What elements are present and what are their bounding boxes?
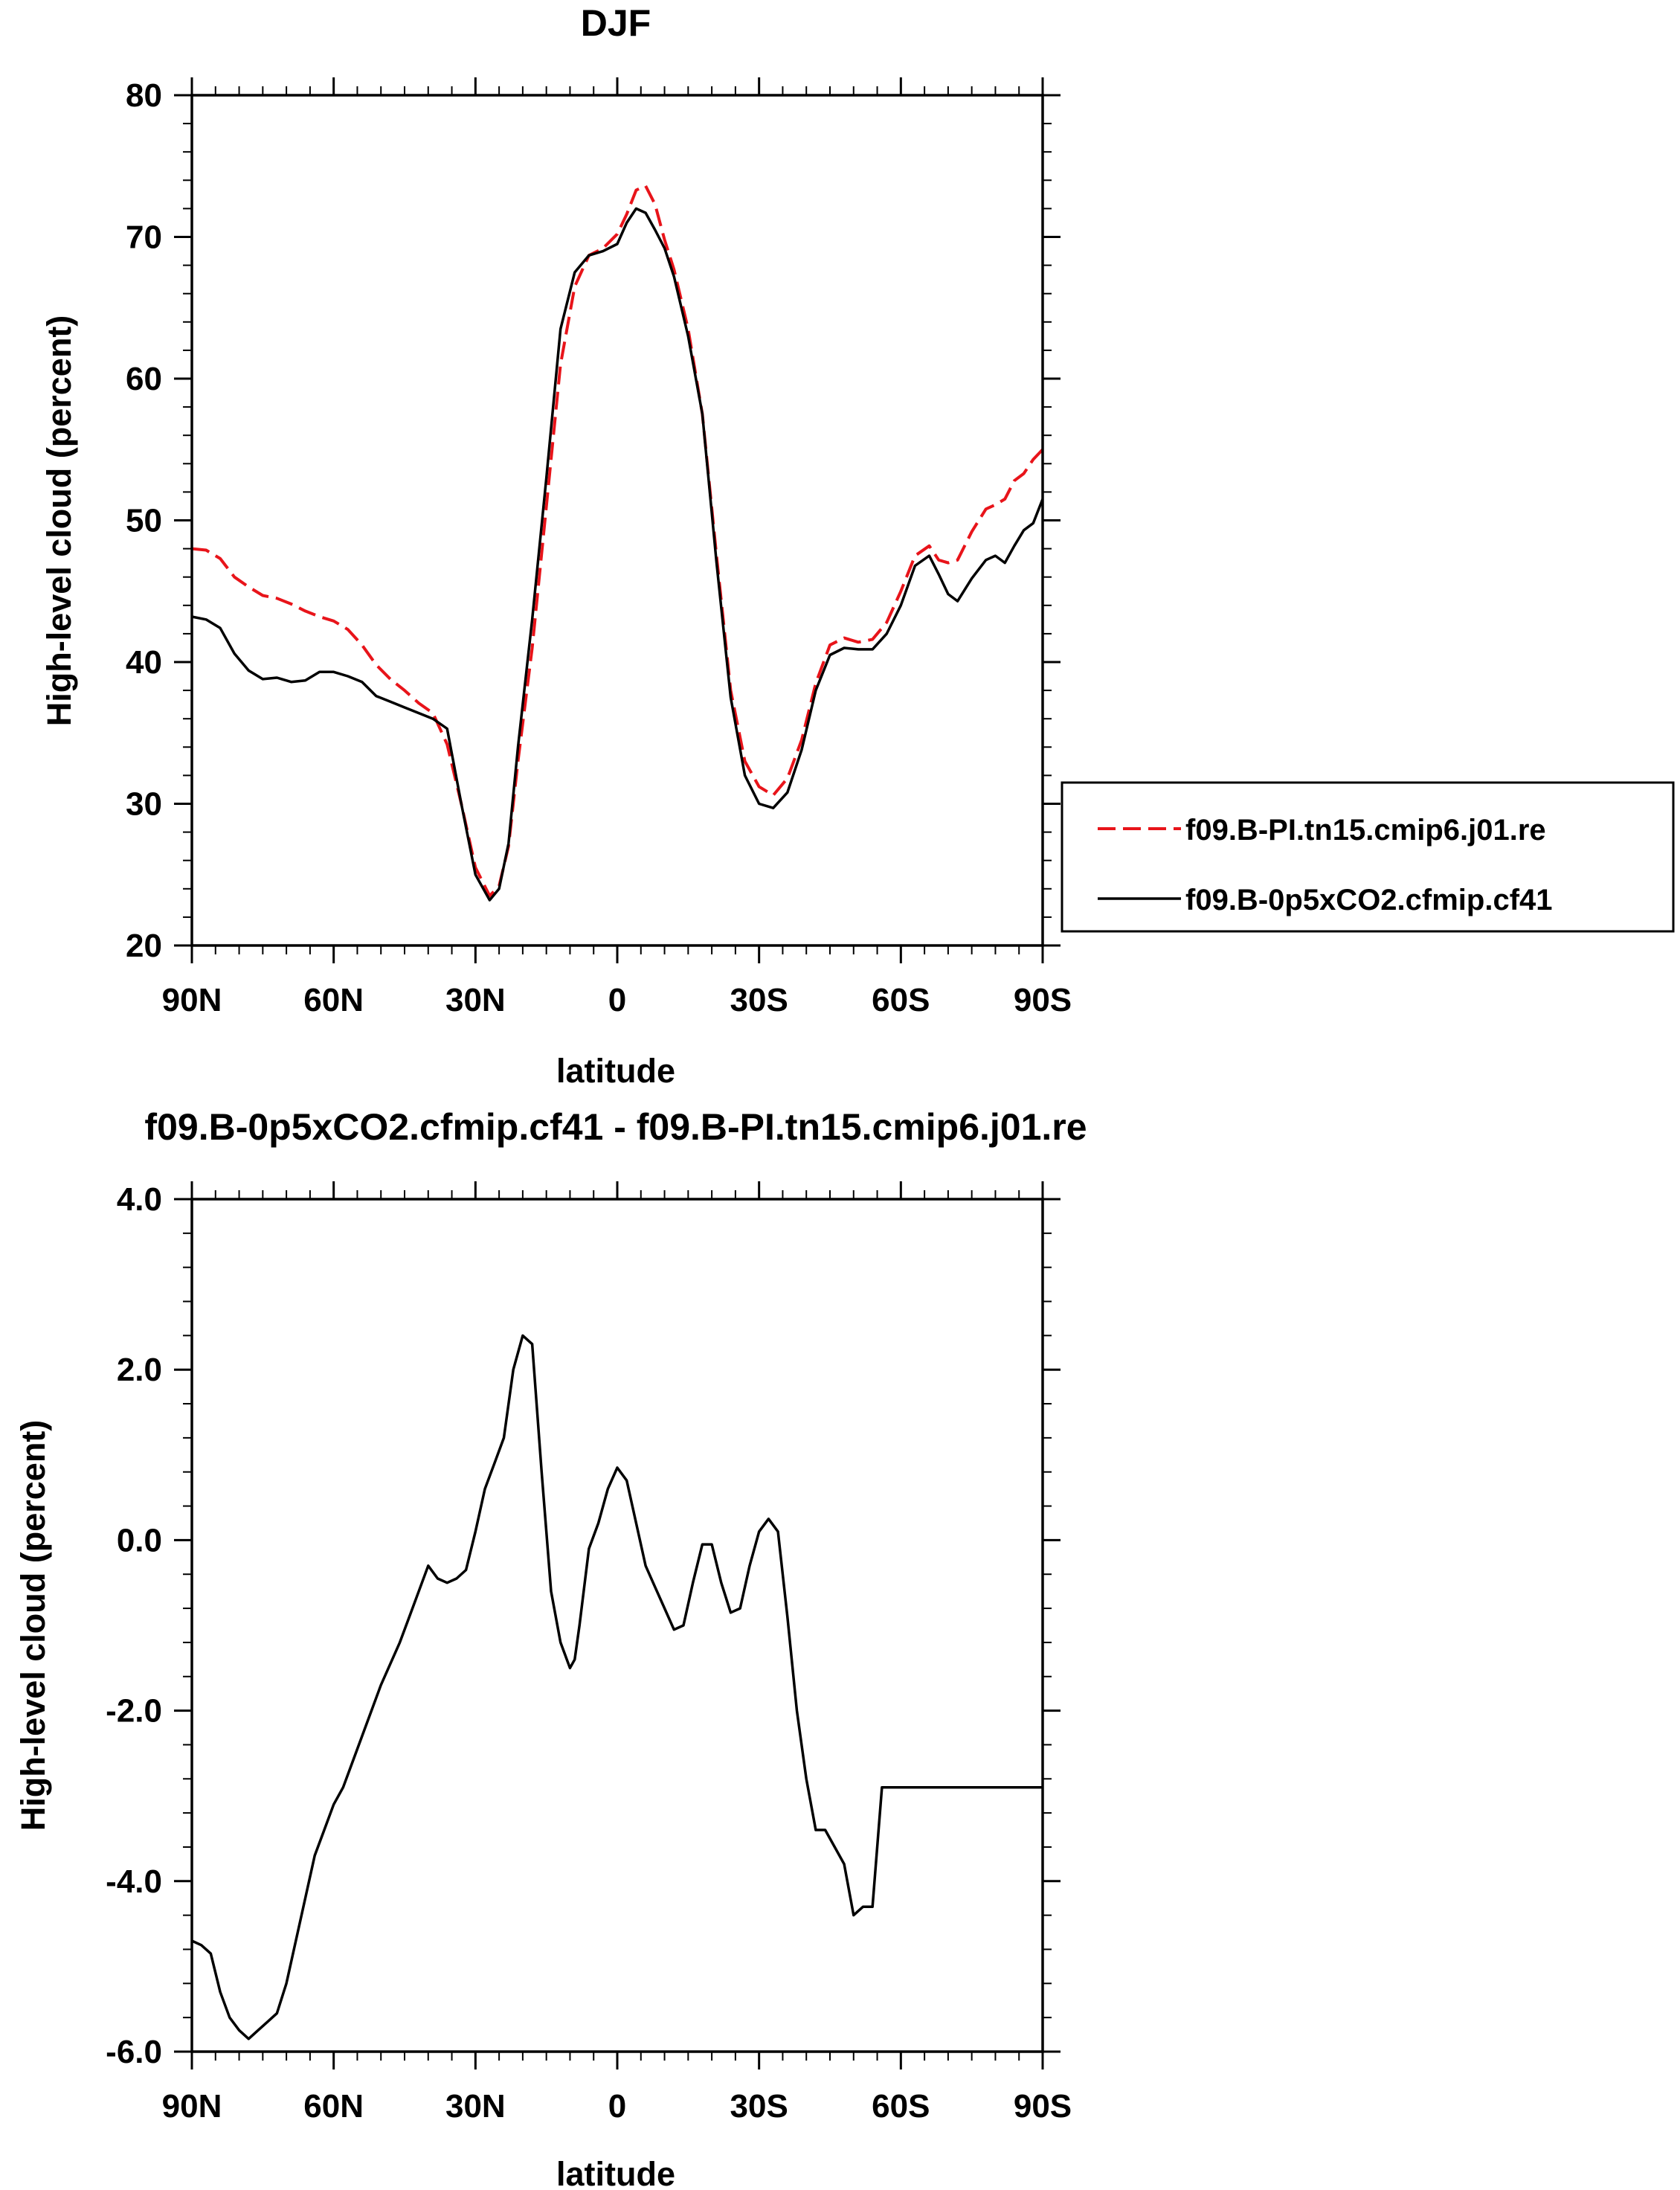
top-x-tick-label: 90S — [1014, 982, 1072, 1018]
top-y-tick-label: 70 — [126, 219, 162, 256]
bottom-y-axis-label: High-level cloud (percent) — [14, 1420, 52, 1831]
top-y-tick-label: 50 — [126, 503, 162, 539]
bottom-x-tick-label: 90N — [162, 2088, 222, 2125]
bottom-y-tick-label: -6.0 — [106, 2034, 162, 2070]
top-y-axis-label: High-level cloud (percent) — [40, 315, 78, 727]
bottom-y-tick-label: -4.0 — [106, 1863, 162, 1900]
top-y-tick-label: 20 — [126, 928, 162, 964]
bottom-x-tick-labels: 90N 60N 30N 0 30S 60S 90S — [162, 2088, 1072, 2125]
top-y-tick-label: 30 — [126, 786, 162, 823]
top-ticks — [174, 77, 1061, 963]
bottom-x-tick-label: 30S — [730, 2088, 788, 2125]
legend: f09.B-PI.tn15.cmip6.j01.re f09.B-0p5xCO2… — [1061, 781, 1675, 933]
bottom-chart-title: f09.B-0p5xCO2.cfmip.cf41 - f09.B-PI.tn15… — [144, 1106, 1087, 1148]
legend-box — [1061, 781, 1675, 933]
top-x-tick-label: 60S — [872, 982, 930, 1018]
top-y-tick-label: 60 — [126, 361, 162, 397]
bottom-y-tick-labels: -6.0 -4.0 -2.0 0.0 2.0 4.0 — [106, 1181, 162, 2070]
top-series-line-0 — [191, 184, 1044, 898]
top-series-lines — [191, 184, 1044, 902]
top-x-tick-label: 30N — [445, 982, 506, 1018]
top-y-tick-labels: 20 30 40 50 60 70 80 — [126, 77, 162, 964]
top-chart-title: DJF — [581, 2, 651, 44]
bottom-panel: f09.B-0p5xCO2.cfmip.cf41 - f09.B-PI.tn15… — [14, 1106, 1087, 2190]
bottom-series-lines — [191, 1334, 1043, 2040]
bottom-x-tick-label: 30N — [445, 2088, 506, 2125]
top-y-tick-label: 40 — [126, 644, 162, 681]
top-panel: DJF 20 30 40 50 60 70 80 90N 60N 30N 0 30S 60S 90S l… — [40, 2, 1072, 1090]
top-plot-frame — [190, 94, 1044, 947]
bottom-y-tick-label: 0.0 — [117, 1522, 162, 1558]
top-x-tick-label: 90N — [162, 982, 222, 1018]
top-x-tick-label: 0 — [608, 982, 626, 1018]
bottom-ticks — [174, 1181, 1061, 2069]
bottom-y-tick-label: 4.0 — [117, 1181, 162, 1218]
top-series-line-1 — [191, 207, 1044, 902]
legend-label-co2: f09.B-0p5xCO2.cfmip.cf41 — [1185, 884, 1553, 916]
bottom-plot-frame — [190, 1198, 1044, 2053]
bottom-x-tick-label: 0 — [608, 2088, 626, 2125]
bottom-x-tick-label: 90S — [1014, 2088, 1072, 2125]
bottom-y-tick-label: -2.0 — [106, 1693, 162, 1730]
top-x-tick-labels: 90N 60N 30N 0 30S 60S 90S — [162, 982, 1072, 1018]
top-x-tick-label: 30S — [730, 982, 788, 1018]
bottom-series-line-0 — [191, 1334, 1043, 2040]
top-x-axis-label: latitude — [556, 1052, 675, 1090]
bottom-x-tick-label: 60N — [303, 2088, 364, 2125]
top-x-tick-label: 60N — [303, 982, 364, 1018]
bottom-y-tick-label: 2.0 — [117, 1352, 162, 1388]
top-y-tick-label: 80 — [126, 77, 162, 114]
bottom-x-tick-label: 60S — [872, 2088, 930, 2125]
legend-label-pi: f09.B-PI.tn15.cmip6.j01.re — [1185, 814, 1546, 847]
bottom-x-axis-label: latitude — [556, 2155, 675, 2190]
